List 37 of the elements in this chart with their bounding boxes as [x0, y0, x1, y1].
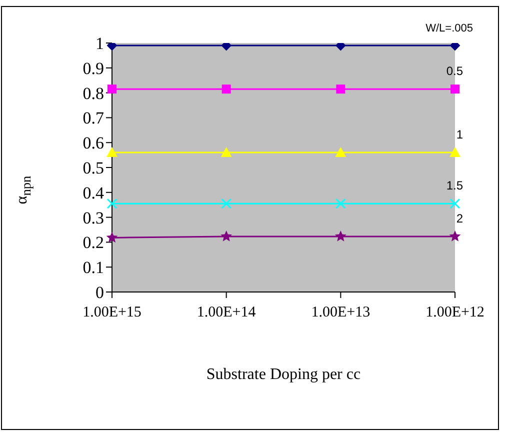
- point: [108, 84, 116, 94]
- point: [220, 230, 232, 242]
- point: [334, 230, 346, 242]
- y-tick-label: 0.8: [82, 84, 104, 103]
- y-tick-label: 0.6: [82, 134, 104, 153]
- series-label: 1: [456, 128, 464, 142]
- x-tick-label: 1.00E+12: [426, 304, 484, 321]
- point: [335, 198, 346, 209]
- point: [106, 198, 118, 209]
- point: [450, 147, 460, 158]
- y-tick-label: 0.7: [82, 108, 104, 128]
- y-tick-label: 0.4: [82, 183, 104, 202]
- point: [106, 232, 118, 243]
- point: [222, 84, 231, 94]
- point: [221, 198, 232, 209]
- point: [449, 230, 461, 242]
- x-axis-title: Substrate Doping per cc: [205, 366, 362, 384]
- y-tick-label: 0.9: [82, 58, 104, 78]
- y-tick-label: 0.5: [82, 158, 104, 178]
- y-tick-label: 0.3: [82, 208, 104, 228]
- x-tick-label: 1.00E+15: [82, 304, 142, 321]
- series-label: 2: [456, 211, 464, 226]
- series-label: W/L=.005: [426, 22, 473, 34]
- point: [335, 147, 346, 158]
- y-tick-label: 1: [96, 34, 104, 54]
- y-tick-label: 0.2: [82, 233, 104, 252]
- series-label: 1.5: [446, 178, 464, 193]
- x-tick-label: 1.00E+13: [311, 304, 370, 321]
- x-tick-label: 1.00E+14: [196, 304, 256, 321]
- point: [336, 84, 346, 94]
- series-label: 0.5: [446, 64, 464, 78]
- y-tick-label: 0: [96, 283, 104, 302]
- point: [106, 147, 118, 158]
- y-tick-label: 0.1: [82, 258, 104, 278]
- point: [220, 147, 232, 158]
- point: [450, 198, 460, 209]
- point: [450, 84, 460, 94]
